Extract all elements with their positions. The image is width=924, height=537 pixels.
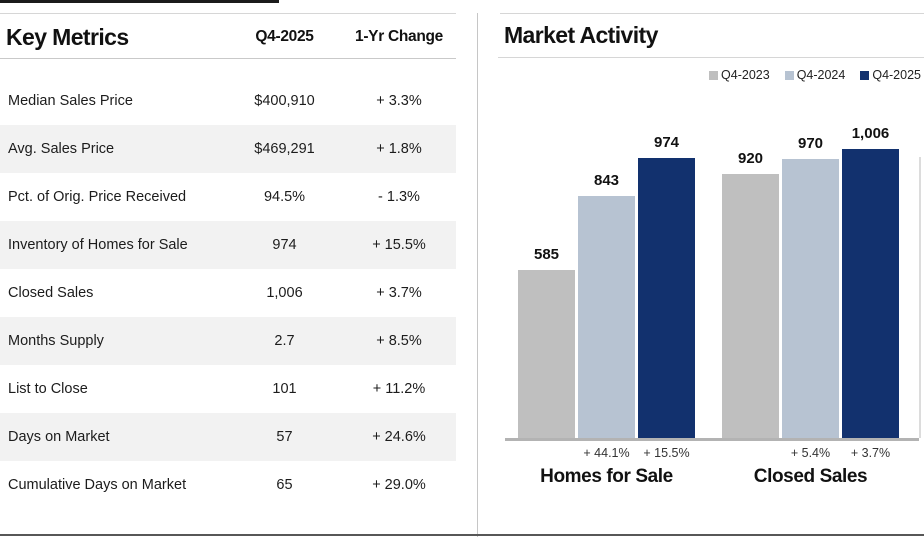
pct-change-label: + 15.5% <box>643 446 690 460</box>
metric-value: 65 <box>276 477 293 493</box>
metric-change: + 3.3% <box>376 93 422 109</box>
metric-value: $400,910 <box>254 93 315 109</box>
table-header-row: Key Metrics Q4-2025 1-Yr Change <box>0 20 456 54</box>
legend-item: Q4-2024 <box>784 68 846 82</box>
bar-value-label: 585 <box>533 246 560 263</box>
table-row: Avg. Sales Price $469,291 + 1.8% <box>0 125 456 173</box>
metric-change: - 1.3% <box>378 189 420 205</box>
bar-homes-for-sale-q4-2025 <box>638 158 695 439</box>
metric-change: + 1.8% <box>376 141 422 157</box>
metrics-table-body: Median Sales Price $400,910 + 3.3% Avg. Sal… <box>0 77 456 509</box>
metric-label: Closed Sales <box>8 285 94 301</box>
metric-change: + 24.6% <box>372 429 426 445</box>
metric-value: 94.5% <box>263 189 306 205</box>
metric-label: Inventory of Homes for Sale <box>8 237 188 253</box>
metric-label: Pct. of Orig. Price Received <box>8 189 187 205</box>
bar-value-label: 970 <box>797 135 824 152</box>
table-row: Months Supply 2.7 + 8.5% <box>0 317 456 365</box>
legend-swatch-icon <box>709 70 719 80</box>
table-top-rule <box>0 13 456 14</box>
bar-value-label: 1,006 <box>851 125 890 142</box>
metric-label: Median Sales Price <box>8 93 133 109</box>
metric-change: + 3.7% <box>376 285 422 301</box>
category-label-homes-for-sale: Homes for Sale <box>540 466 673 487</box>
legend-item: Q4-2025 <box>860 68 921 82</box>
metric-value: 974 <box>272 237 297 253</box>
metric-change: + 11.2% <box>372 381 426 397</box>
x-axis-line <box>505 438 919 441</box>
metric-label: Months Supply <box>8 333 104 349</box>
legend-item: Q4-2023 <box>709 68 770 82</box>
bar-value-label: 843 <box>593 172 620 189</box>
category-label-closed-sales: Closed Sales <box>753 466 868 487</box>
metric-value: 2.7 <box>274 333 295 349</box>
legend-label: Q4-2025 <box>872 68 921 82</box>
metric-label: Cumulative Days on Market <box>8 477 187 493</box>
bar-closed-sales-q4-2023 <box>722 174 779 439</box>
bar-closed-sales-q4-2025 <box>842 149 899 439</box>
pct-change-label: + 5.4% <box>790 446 831 460</box>
legend-swatch-icon <box>860 70 870 80</box>
table-header-rule <box>0 58 456 59</box>
table-row: List to Close 101 + 11.2% <box>0 365 456 413</box>
legend-label: Q4-2023 <box>721 68 770 82</box>
legend-swatch-icon <box>784 70 794 80</box>
top-border-segment <box>0 0 279 3</box>
bar-homes-for-sale-q4-2023 <box>518 270 575 439</box>
table-row: Inventory of Homes for Sale 974 + 15.5% <box>0 221 456 269</box>
chart-title-rule <box>498 57 924 58</box>
chart-legend: Q4-2023 Q4-2024 Q4-2025 <box>709 68 921 82</box>
metric-change: + 29.0% <box>372 477 426 493</box>
market-activity-panel: Market Activity Q4-2023 Q4-2024 Q4-2025 58… <box>498 0 924 537</box>
table-row: Days on Market 57 + 24.6% <box>0 413 456 461</box>
table-row: Closed Sales 1,006 + 3.7% <box>0 269 456 317</box>
metric-value: 101 <box>272 381 297 397</box>
table-row: Pct. of Orig. Price Received 94.5% - 1.3% <box>0 173 456 221</box>
legend-label: Q4-2024 <box>796 68 846 82</box>
metric-label: Days on Market <box>8 429 110 445</box>
chart-top-rule <box>500 13 924 14</box>
chart-right-edge-line <box>919 157 921 438</box>
pct-change-label: + 44.1% <box>583 446 630 460</box>
market-activity-title: Market Activity <box>504 22 658 48</box>
bar-value-label: 974 <box>653 134 680 151</box>
bottom-border <box>0 534 924 536</box>
bar-value-label: 920 <box>737 150 764 167</box>
column-header-change: 1-Yr Change <box>355 28 443 45</box>
metric-value: 1,006 <box>266 285 303 301</box>
metric-value: 57 <box>276 429 293 445</box>
panel-divider <box>477 13 478 537</box>
key-metrics-panel: Key Metrics Q4-2025 1-Yr Change Median S… <box>0 0 457 537</box>
pct-change-label: + 3.7% <box>850 446 891 460</box>
metric-label: Avg. Sales Price <box>8 141 115 157</box>
metric-change: + 8.5% <box>376 333 422 349</box>
bar-homes-for-sale-q4-2024 <box>578 196 635 439</box>
bar-closed-sales-q4-2024 <box>782 159 839 439</box>
metric-change: + 15.5% <box>372 237 426 253</box>
metric-label: List to Close <box>8 381 88 397</box>
metric-value: $469,291 <box>254 141 315 157</box>
column-header-quarter: Q4-2025 <box>255 28 314 45</box>
table-row: Median Sales Price $400,910 + 3.3% <box>0 77 456 125</box>
key-metrics-title: Key Metrics <box>6 23 129 50</box>
table-row: Cumulative Days on Market 65 + 29.0% <box>0 461 456 509</box>
